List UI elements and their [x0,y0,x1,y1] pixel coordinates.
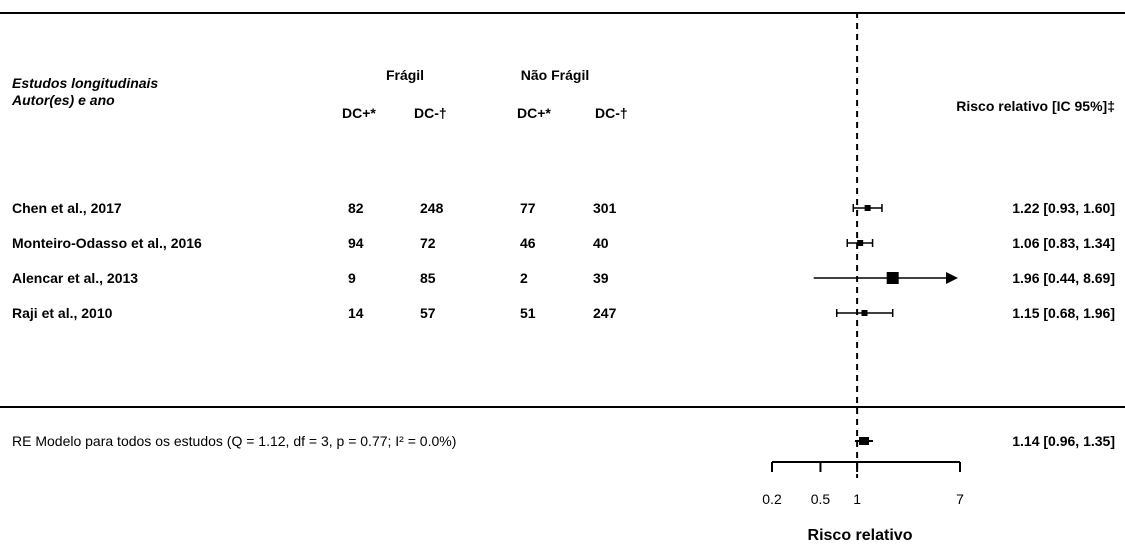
nonfrail-dcpos-value: 2 [520,270,528,286]
nonfrail-dcneg-value: 39 [593,270,609,286]
study-ci-text: 1.96 [0.44, 8.69] [1012,270,1115,286]
header-rr: Risco relativo [IC 95%]‡ [956,98,1115,114]
frail-dcneg-value: 248 [420,200,444,216]
x-tick-label: 0.5 [810,491,831,507]
nonfrail-dcpos-value: 46 [520,235,536,251]
frail-dcneg-value: 57 [420,305,436,321]
top-rule [0,12,1125,14]
point-estimate [864,205,871,211]
header-frail-dcpos: DC+* [342,105,376,121]
frail-dcpos-value: 14 [348,305,364,321]
summary-label: RE Modelo para todos os estudos (Q = 1.1… [12,433,457,449]
x-tick-label: 1 [853,491,861,507]
header-nonfrail: Não Frágil [520,67,590,83]
frail-dcneg-value: 85 [420,270,436,286]
point-estimate [886,272,899,284]
nonfrail-dcpos-value: 51 [520,305,536,321]
header-frail: Frágil [385,67,425,83]
nonfrail-dcneg-value: 301 [593,200,617,216]
x-tick-label: 7 [956,491,964,507]
study-ci-text: 1.06 [0.83, 1.34] [1012,235,1115,251]
header-nonfrail-dcneg: DC-† [595,105,628,121]
study-ci-text: 1.15 [0.68, 1.96] [1012,305,1115,321]
frail-dcpos-value: 94 [348,235,364,251]
header-nonfrail-dcpos: DC+* [517,105,551,121]
point-estimate [861,310,868,316]
study-label: Alencar et al., 2013 [12,270,139,286]
header-frail-dcneg: DC-† [414,105,447,121]
summary-ci-text: 1.14 [0.96, 1.35] [1012,433,1115,449]
study-label: Monteiro-Odasso et al., 2016 [12,235,202,251]
x-tick-label: 0.2 [762,491,782,507]
study-ci-text: 1.22 [0.93, 1.60] [1012,200,1115,216]
summary-estimate [859,437,870,445]
study-label: Chen et al., 2017 [12,200,122,216]
point-estimate [857,240,864,246]
frail-dcneg-value: 72 [420,235,436,251]
frail-dcpos-value: 82 [348,200,364,216]
frail-dcpos-value: 9 [348,270,356,286]
nonfrail-dcneg-value: 247 [593,305,617,321]
header-study-line2: Autor(es) e ano [12,92,115,108]
nonfrail-dcneg-value: 40 [593,235,609,251]
study-label: Raji et al., 2010 [12,305,113,321]
ci-arrow [946,272,958,284]
summary-rule [0,406,1125,408]
header-study-line1: Estudos longitudinais [12,75,159,91]
nonfrail-dcpos-value: 77 [520,200,536,216]
x-axis-label: Risco relativo [807,527,913,544]
